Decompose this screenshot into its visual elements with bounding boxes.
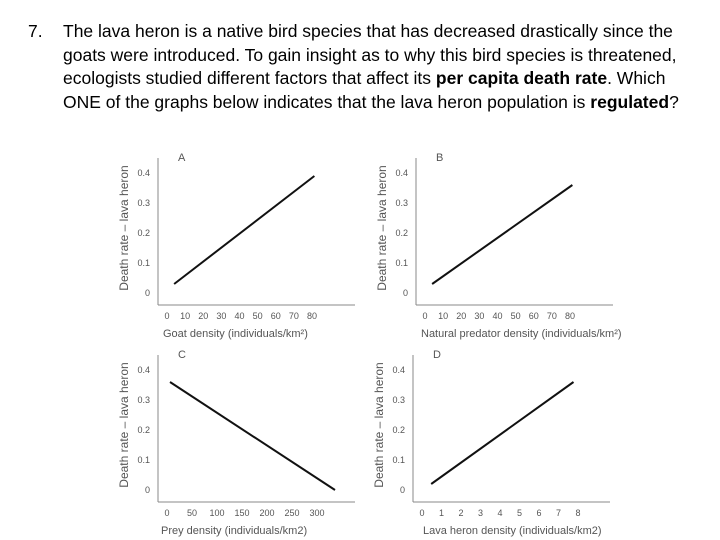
graph-a-y-tick: 0 — [145, 288, 150, 298]
graph-c-data-line — [169, 381, 336, 491]
graph-b-x-tick: 60 — [529, 311, 539, 321]
question-bold-regulated: regulated — [590, 91, 670, 112]
graph-c-x-tick: 100 — [209, 508, 224, 518]
graph-b-x-tick: 20 — [456, 311, 466, 321]
graph-c-x-tick: 50 — [187, 508, 197, 518]
graph-c-y-tick: 0.3 — [137, 395, 150, 405]
graph-d: D 0 0.1 0.2 0.3 0.4 0 1 2 3 4 5 6 7 8 Lava heron densit… — [372, 349, 610, 537]
graph-d-y-tick: 0.1 — [392, 455, 405, 465]
graph-d-x-tick: 5 — [517, 508, 522, 518]
question-number: 7. — [28, 21, 43, 41]
graph-d-x-tick: 3 — [478, 508, 483, 518]
question-text-part-2: . Which ONE of the graphs below indicate… — [63, 68, 666, 112]
graph-a-data-line — [173, 175, 315, 285]
graph-d-x-tick: 7 — [556, 508, 561, 518]
graph-c-y-tick: 0.4 — [137, 365, 150, 375]
graph-b-y-tick: 0.3 — [395, 198, 408, 208]
graph-d-y-tick: 0 — [400, 485, 405, 495]
graph-c-y-axis-title: Death rate – lava heron — [117, 362, 131, 487]
graph-c-x-axis-title: Prey density (individuals/km2) — [161, 525, 307, 537]
graph-d-x-tick: 8 — [575, 508, 580, 518]
graph-b: B 0 0.1 0.2 0.3 0.4 0 10 20 30 40 50 60 70 80 Natural p… — [375, 152, 622, 340]
graph-b-x-tick: 0 — [422, 311, 427, 321]
graph-d-y-tick: 0.3 — [392, 395, 405, 405]
graph-a-y-tick: 0.4 — [137, 168, 150, 178]
question-text-part-3: ? — [669, 91, 679, 112]
graph-a-y-tick: 0.2 — [137, 228, 150, 238]
graph-b-y-axis-title: Death rate – lava heron — [375, 165, 389, 290]
graph-c-x-tick: 0 — [164, 508, 169, 518]
graph-a-x-tick: 80 — [307, 311, 317, 321]
graph-c-x-tick: 250 — [284, 508, 299, 518]
graph-c-y-tick: 0.1 — [137, 455, 150, 465]
graph-a-x-tick: 20 — [198, 311, 208, 321]
graph-a-y-tick: 0.3 — [137, 198, 150, 208]
graph-d-x-tick: 1 — [439, 508, 444, 518]
graph-a-x-tick: 10 — [180, 311, 190, 321]
graph-c-y-tick: 0 — [145, 485, 150, 495]
graph-a-panel-label: A — [178, 152, 186, 164]
graph-a-x-tick: 30 — [216, 311, 226, 321]
graph-b-data-line — [431, 184, 573, 285]
graph-a-x-tick: 0 — [164, 311, 169, 321]
graph-c-x-tick: 200 — [259, 508, 274, 518]
graph-c-panel-label: C — [178, 349, 186, 361]
graph-d-y-tick: 0.4 — [392, 365, 405, 375]
graph-b-panel-label: B — [436, 152, 443, 164]
question-bold-per-capita: per capita death rate — [435, 68, 608, 88]
graph-d-x-tick: 2 — [458, 508, 463, 518]
graph-a-x-tick: 40 — [234, 311, 244, 321]
graph-d-y-axis-title: Death rate – lava heron — [372, 362, 386, 487]
graph-b-x-tick: 70 — [547, 311, 557, 321]
graph-c-x-tick: 300 — [309, 508, 324, 518]
question-text-part-1: The lava heron is a native bird species … — [63, 21, 677, 88]
graph-b-y-tick: 0.4 — [395, 168, 408, 178]
graph-a-x-tick: 60 — [271, 311, 281, 321]
graph-c-y-tick: 0.2 — [137, 425, 150, 435]
graph-d-panel-label: D — [433, 349, 441, 361]
graph-a-x-tick: 50 — [253, 311, 263, 321]
graph-b-y-tick: 0.2 — [395, 228, 408, 238]
graph-d-x-tick: 0 — [419, 508, 424, 518]
graph-b-x-tick: 80 — [565, 311, 575, 321]
question-text: The lava heron is a native bird species … — [63, 20, 703, 114]
graph-d-x-axis-title: Lava heron density (individuals/km2) — [423, 525, 602, 537]
graph-b-x-tick: 50 — [511, 311, 521, 321]
graph-b-x-tick: 40 — [492, 311, 502, 321]
graph-b-y-tick: 0 — [403, 288, 408, 298]
graph-b-y-tick: 0.1 — [395, 258, 408, 268]
graph-b-x-tick: 10 — [438, 311, 448, 321]
graph-a-x-tick: 70 — [289, 311, 299, 321]
graph-d-data-line — [430, 381, 575, 485]
graph-b-x-tick: 30 — [474, 311, 484, 321]
graph-d-x-tick: 6 — [536, 508, 541, 518]
graph-b-x-axis-title: Natural predator density (individuals/km… — [421, 328, 622, 340]
graph-a-y-tick: 0.1 — [137, 258, 150, 268]
graph-d-x-tick: 4 — [497, 508, 502, 518]
graph-a: A 0 0.1 0.2 0.3 0.4 0 10 20 30 40 50 60 70 80 Goat dens… — [117, 152, 355, 340]
graph-a-x-axis-title: Goat density (individuals/km²) — [163, 328, 308, 340]
graph-a-y-axis-title: Death rate – lava heron — [117, 165, 131, 290]
graph-c-x-tick: 150 — [234, 508, 249, 518]
graph-d-y-tick: 0.2 — [392, 425, 405, 435]
